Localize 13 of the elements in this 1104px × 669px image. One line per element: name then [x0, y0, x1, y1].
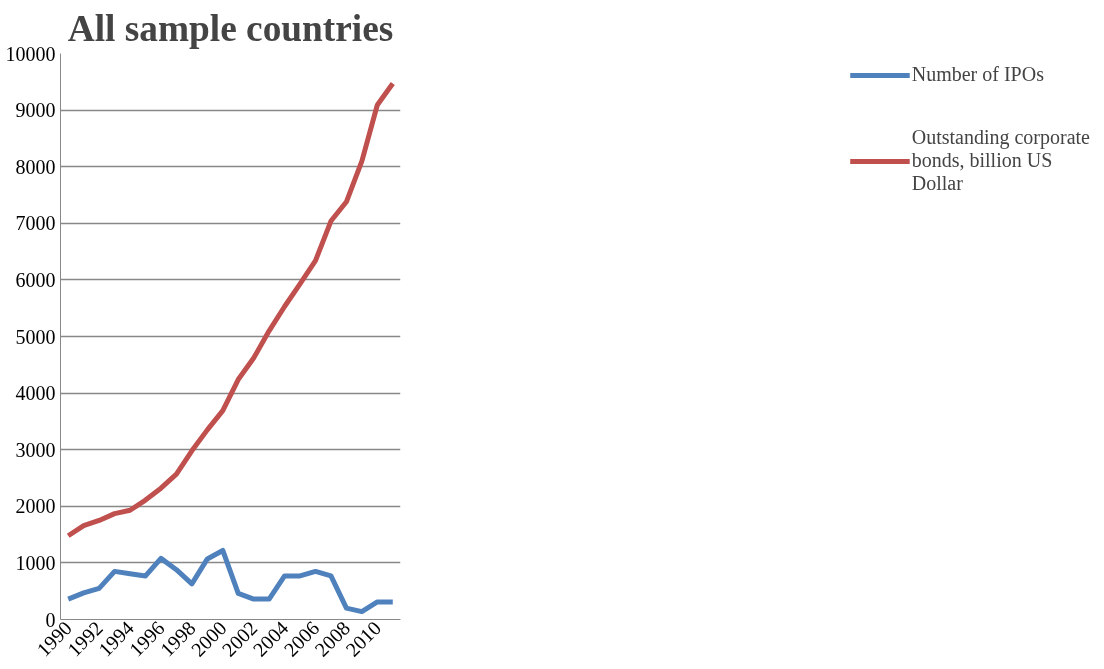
y-tick-label: 6000	[15, 268, 56, 291]
y-tick-label: 7000	[15, 212, 56, 235]
legend-label: Outstanding corporate bonds, billion US Dollar	[911, 126, 1090, 195]
y-tick-label: 10000	[5, 42, 56, 65]
y-tick-label: 5000	[15, 325, 56, 348]
y-tick-label: 3000	[15, 438, 56, 461]
chart-title: All sample countries	[67, 7, 394, 49]
y-tick-label: 9000	[15, 99, 56, 122]
legend-label: Number of IPOs	[911, 63, 1044, 86]
y-tick-label: 2000	[15, 495, 56, 518]
y-tick-label: 4000	[15, 382, 56, 405]
y-tick-label: 1000	[15, 551, 56, 574]
y-tick-label: 8000	[15, 155, 56, 178]
